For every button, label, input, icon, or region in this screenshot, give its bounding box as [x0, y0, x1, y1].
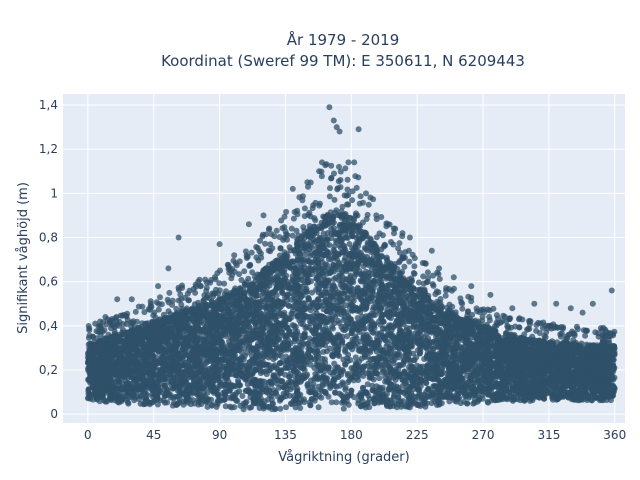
data-point — [309, 289, 315, 296]
data-point — [222, 403, 229, 410]
data-point — [474, 398, 481, 405]
data-point — [288, 310, 295, 317]
data-point — [246, 323, 252, 330]
data-point — [382, 358, 389, 365]
data-point — [332, 389, 338, 396]
data-point — [297, 405, 304, 411]
data-point — [364, 381, 371, 388]
data-point — [326, 242, 333, 248]
data-points — [84, 104, 618, 413]
data-point — [340, 405, 347, 412]
data-point — [344, 333, 351, 340]
data-point — [352, 354, 359, 361]
data-point — [383, 254, 390, 261]
data-point — [403, 392, 410, 399]
data-point — [137, 400, 144, 407]
